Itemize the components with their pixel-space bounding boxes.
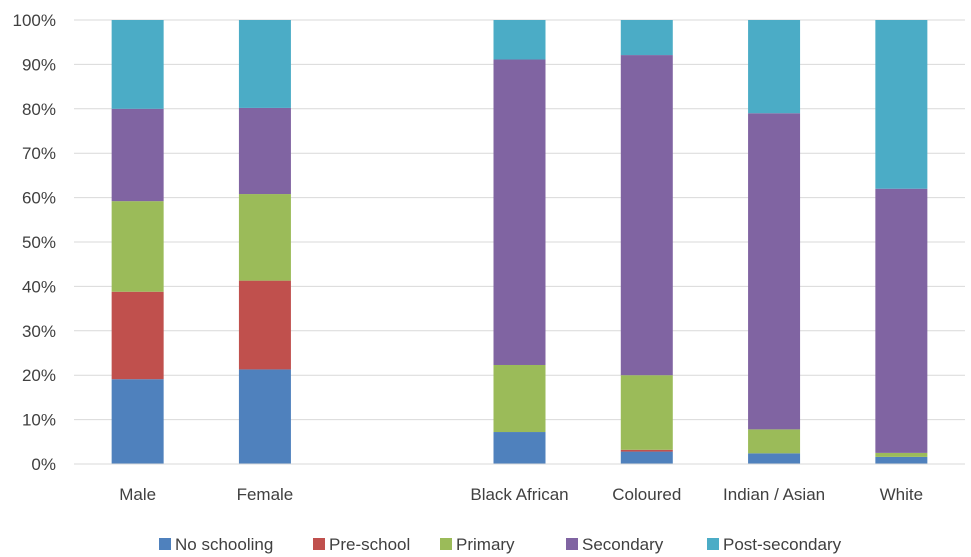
x-tick-label: Male — [119, 485, 156, 504]
legend-swatch — [707, 538, 719, 550]
y-tick-label: 30% — [22, 322, 56, 341]
bar-segment — [493, 364, 546, 433]
legend-label: Pre-school — [329, 535, 410, 554]
bar-segment — [493, 20, 546, 60]
legend-label: Secondary — [582, 535, 664, 554]
legend-swatch — [313, 538, 325, 550]
legend-label: Primary — [456, 535, 515, 554]
x-tick-label: Black African — [470, 485, 568, 504]
bar-segment — [111, 20, 164, 109]
legend-label: Post-secondary — [723, 535, 842, 554]
bars — [111, 20, 928, 464]
bar-segment — [620, 451, 673, 464]
bar-segment — [238, 369, 291, 464]
bar-segment — [875, 188, 928, 453]
y-axis: 0% 10% 20% 30% 40% 50% 60% 70% 80% 90% 100% — [13, 11, 56, 474]
bar-segment — [493, 432, 546, 464]
legend: No schooling Pre-school Primary Secondary Po… — [159, 535, 842, 554]
bar-segment — [238, 194, 291, 281]
y-tick-label: 80% — [22, 100, 56, 119]
y-tick-label: 100% — [13, 11, 56, 30]
y-tick-label: 50% — [22, 233, 56, 252]
bar-segment — [748, 113, 801, 430]
y-tick-label: 0% — [31, 455, 56, 474]
bar-segment — [111, 379, 164, 464]
legend-swatch — [440, 538, 452, 550]
y-tick-label: 20% — [22, 366, 56, 385]
bar-segment — [748, 453, 801, 464]
bar-segment — [875, 452, 928, 457]
y-tick-label: 40% — [22, 277, 56, 296]
bar-segment — [875, 20, 928, 189]
bar-segment — [493, 59, 546, 365]
legend-swatch — [566, 538, 578, 550]
y-tick-label: 60% — [22, 189, 56, 208]
bar-segment — [620, 20, 673, 56]
bar-segment — [875, 456, 928, 464]
bar-segment — [620, 55, 673, 376]
bar-segment — [620, 375, 673, 450]
bar-segment — [620, 449, 673, 452]
bar-segment — [238, 107, 291, 195]
x-tick-label: Coloured — [612, 485, 681, 504]
bar-segment — [748, 20, 801, 114]
x-tick-label: White — [880, 485, 923, 504]
x-tick-label: Indian / Asian — [723, 485, 825, 504]
bar-segment — [111, 108, 164, 202]
bar-segment — [238, 280, 291, 370]
y-tick-label: 10% — [22, 411, 56, 430]
bar-segment — [111, 201, 164, 292]
y-tick-label: 70% — [22, 144, 56, 163]
legend-label: No schooling — [175, 535, 273, 554]
bar-segment — [111, 291, 164, 380]
x-axis: Male Female Black African Coloured Indian / … — [74, 463, 965, 504]
y-tick-label: 90% — [22, 55, 56, 74]
bar-segment — [238, 20, 291, 108]
x-tick-label: Female — [237, 485, 294, 504]
legend-swatch — [159, 538, 171, 550]
bar-segment — [748, 429, 801, 454]
